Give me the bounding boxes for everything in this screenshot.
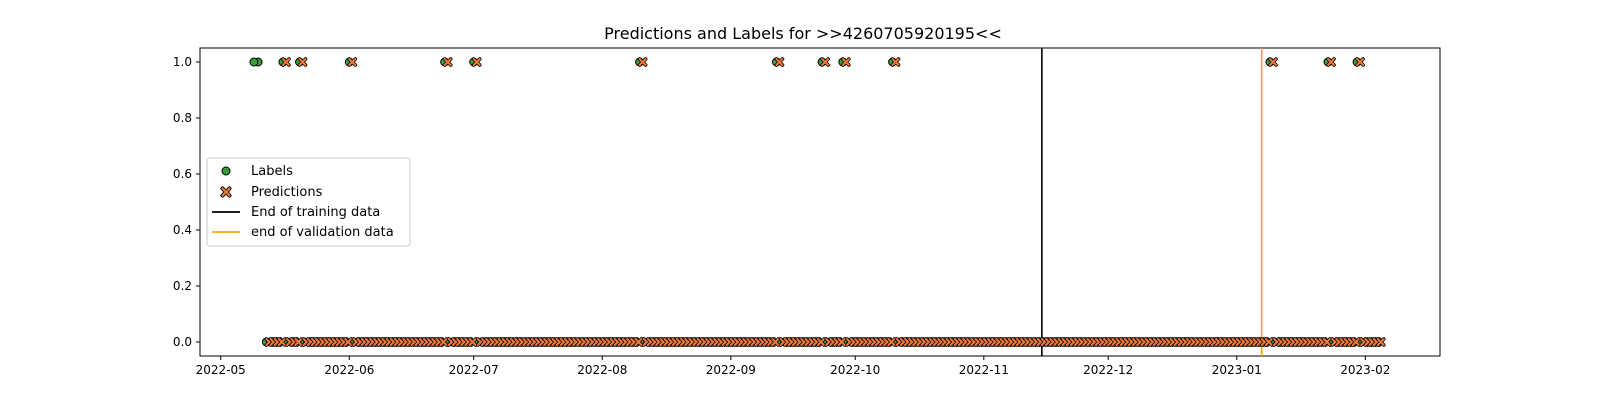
y-tick-label: 0.6: [173, 167, 192, 181]
prediction-point: [1351, 337, 1361, 347]
prediction-point: [820, 57, 830, 67]
prediction-point: [471, 57, 482, 67]
prediction-point: [438, 337, 449, 347]
plot-area: [199, 47, 1441, 357]
x-tick-label: 2022-06: [324, 363, 374, 377]
prediction-point: [1322, 337, 1332, 347]
x-tick-label: 2022-12: [1083, 363, 1133, 377]
x-tick-label: 2022-08: [577, 363, 627, 377]
prediction-point: [774, 57, 785, 67]
x-tick-label: 2022-05: [196, 363, 246, 377]
prediction-point: [770, 337, 781, 347]
y-tick-label: 0.4: [173, 223, 192, 237]
prediction-point: [467, 337, 478, 347]
prediction-point: [1375, 337, 1386, 347]
y-tick-label: 0.0: [173, 335, 192, 349]
prediction-point: [836, 337, 847, 347]
prediction-point: [1326, 57, 1336, 67]
x-tick-label: 2022-10: [830, 363, 880, 377]
legend-labels-text: Labels: [251, 164, 293, 179]
x-tick-label: 2022-09: [706, 363, 756, 377]
x-tick-label: 2023-01: [1212, 363, 1262, 377]
y-tick-label: 0.8: [173, 111, 192, 125]
prediction-point: [816, 337, 826, 347]
legend: Labels Predictions End of training data …: [206, 157, 411, 247]
prediction-point: [1355, 57, 1365, 67]
prediction-point: [442, 57, 453, 67]
x-tick-label: 2022-07: [449, 363, 499, 377]
prediction-point: [886, 337, 897, 347]
prediction-point: [890, 57, 901, 67]
prediction-point: [633, 337, 644, 347]
legend-predictions-marker: [220, 186, 232, 198]
prediction-point: [343, 337, 353, 347]
legend-predictions-text: Predictions: [251, 185, 323, 200]
legend-training-text: End of training data: [251, 205, 380, 220]
prediction-point: [841, 57, 851, 67]
prediction-point: [1268, 57, 1278, 67]
prediction-point: [1264, 337, 1274, 347]
prediction-point: [281, 57, 291, 67]
vlines-layer: [1041, 48, 1263, 356]
legend-box: [206, 157, 411, 247]
prediction-point: [297, 57, 308, 67]
label-point: [249, 57, 259, 67]
x-tick-label: 2023-02: [1340, 363, 1390, 377]
x-axis: 2022-05 2022-06 2022-07 2022-08 2022-09 2022-…: [196, 356, 1390, 377]
y-tick-label: 0.2: [173, 279, 192, 293]
prediction-point: [276, 337, 287, 347]
y-axis: 0.0 0.2 0.4 0.6 0.8 1.0: [173, 55, 200, 349]
legend-validation-text: end of validation data: [251, 225, 394, 240]
prediction-point: [637, 57, 648, 67]
chart-title: Predictions and Labels for >>42607059201…: [604, 24, 1002, 43]
prediction-point: [347, 57, 358, 67]
prediction-point: [293, 337, 304, 347]
points-layer: [249, 57, 1386, 347]
y-tick-label: 1.0: [173, 55, 192, 69]
legend-labels-marker: [221, 166, 231, 176]
x-tick-label: 2022-11: [959, 363, 1009, 377]
